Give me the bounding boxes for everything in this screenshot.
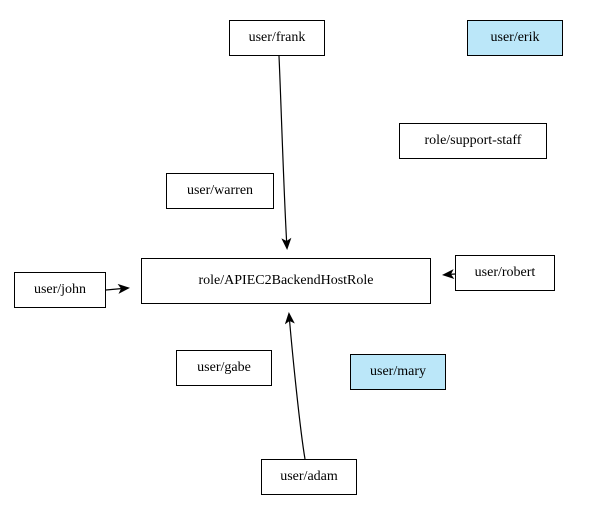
node-label: user/erik xyxy=(491,30,540,46)
node-label: user/adam xyxy=(280,469,338,485)
node-user-gabe: user/gabe xyxy=(176,350,272,386)
node-user-adam: user/adam xyxy=(261,459,357,495)
node-user-robert: user/robert xyxy=(455,255,555,291)
diagram-canvas: user/frank user/erik role/support-staff … xyxy=(0,0,595,517)
node-label: user/warren xyxy=(187,183,253,199)
edge-john-to-backend xyxy=(106,288,128,290)
node-user-erik: user/erik xyxy=(467,20,563,56)
node-label: user/frank xyxy=(249,30,306,46)
node-role-support-staff: role/support-staff xyxy=(399,123,547,159)
edge-frank-to-backend xyxy=(279,56,287,248)
node-label: role/support-staff xyxy=(425,133,522,149)
node-user-john: user/john xyxy=(14,272,106,308)
node-user-frank: user/frank xyxy=(229,20,325,56)
node-user-mary: user/mary xyxy=(350,354,446,390)
edge-adam-to-backend xyxy=(289,314,305,459)
node-label: user/mary xyxy=(370,364,426,380)
node-role-backend: role/APIEC2BackendHostRole xyxy=(141,258,431,304)
node-label: user/gabe xyxy=(197,360,251,376)
node-user-warren: user/warren xyxy=(166,173,274,209)
node-label: role/APIEC2BackendHostRole xyxy=(199,273,374,289)
node-label: user/john xyxy=(34,282,86,298)
node-label: user/robert xyxy=(475,265,536,281)
edge-robert-to-backend xyxy=(444,274,455,275)
